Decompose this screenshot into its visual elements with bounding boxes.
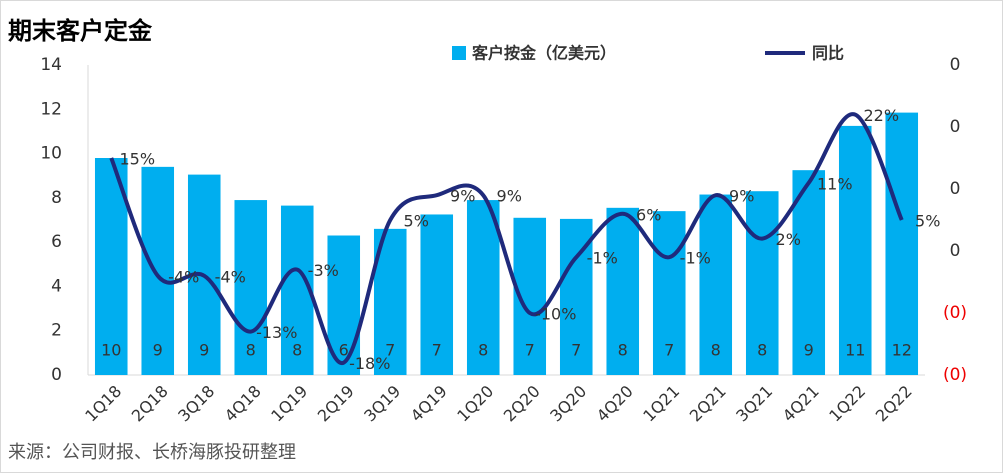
line-value-label: 9%	[497, 187, 522, 206]
line-value-label: 5%	[915, 212, 940, 231]
bar-value-label: 7	[525, 341, 535, 360]
y2-tick-label: (0)	[943, 303, 967, 323]
legend-swatch	[452, 46, 466, 60]
bar	[792, 170, 826, 375]
line-value-label: -4%	[168, 267, 199, 286]
bar-value-label: 8	[711, 341, 721, 360]
bar-value-label: 9	[153, 341, 163, 360]
source-note: 来源：公司财报、长桥海豚投研整理	[8, 442, 296, 463]
bar-value-label: 9	[804, 341, 814, 360]
y-tick-label: 8	[51, 188, 62, 208]
y2-tick-label: (0)	[943, 365, 967, 385]
line-value-label: 9%	[450, 187, 475, 206]
y2-tick-label: 0	[950, 55, 961, 75]
bar	[885, 112, 919, 375]
bar-value-label: 7	[571, 341, 581, 360]
y-tick-label: 0	[51, 365, 62, 385]
bar-value-label: 8	[757, 341, 767, 360]
y-tick-label: 2	[51, 321, 62, 341]
y2-tick-label: 0	[950, 179, 961, 199]
line-value-label: -18%	[349, 354, 390, 373]
bar	[652, 211, 686, 375]
chart-title: 期末客户定金	[8, 17, 153, 45]
y-tick-label: 12	[40, 99, 62, 119]
bar-value-label: 9	[199, 341, 209, 360]
line-value-label: -4%	[215, 267, 246, 286]
line-value-label: -13%	[256, 323, 297, 342]
bar-value-label: 12	[892, 341, 912, 360]
bar	[234, 200, 268, 375]
y-tick-label: 4	[51, 276, 62, 296]
bar	[141, 166, 175, 375]
yoy-line	[109, 112, 904, 365]
line-value-label: -1%	[587, 249, 618, 268]
bar-value-label: 8	[478, 341, 488, 360]
bar-value-label: 11	[845, 341, 865, 360]
line-value-label: 9%	[729, 187, 754, 206]
bar-value-label: 10	[101, 341, 121, 360]
bar-value-label: 6	[339, 341, 349, 360]
bar-value-label: 7	[664, 341, 674, 360]
bar-value-label: 7	[432, 341, 442, 360]
bar	[745, 191, 779, 375]
line-value-label: 15%	[119, 150, 155, 169]
line-value-label: 22%	[863, 106, 899, 125]
bar-value-label: 8	[292, 341, 302, 360]
legend-label: 客户按金（亿美元）	[472, 44, 616, 63]
bar	[606, 207, 640, 375]
bar-value-label: 8	[618, 341, 628, 360]
line-value-label: -10%	[535, 305, 576, 324]
line-value-label: 5%	[404, 212, 429, 231]
y-tick-label: 6	[51, 232, 62, 252]
legend-label: 同比	[812, 44, 844, 63]
line-value-label: 6%	[636, 205, 661, 224]
bar	[838, 125, 872, 376]
y2-tick-label: 0	[950, 117, 961, 137]
y-tick-label: 10	[40, 144, 62, 164]
bar	[420, 214, 454, 375]
bar	[466, 200, 500, 375]
line-value-label: -1%	[680, 249, 711, 268]
line-value-label: -3%	[308, 261, 339, 280]
line-value-label: 2%	[776, 230, 801, 249]
bar-value-label: 7	[385, 341, 395, 360]
bar	[699, 194, 733, 375]
y-tick-label: 14	[40, 55, 62, 75]
y2-tick-label: 0	[950, 241, 961, 261]
line-value-label: 11%	[817, 174, 853, 193]
bar-value-label: 8	[246, 341, 256, 360]
